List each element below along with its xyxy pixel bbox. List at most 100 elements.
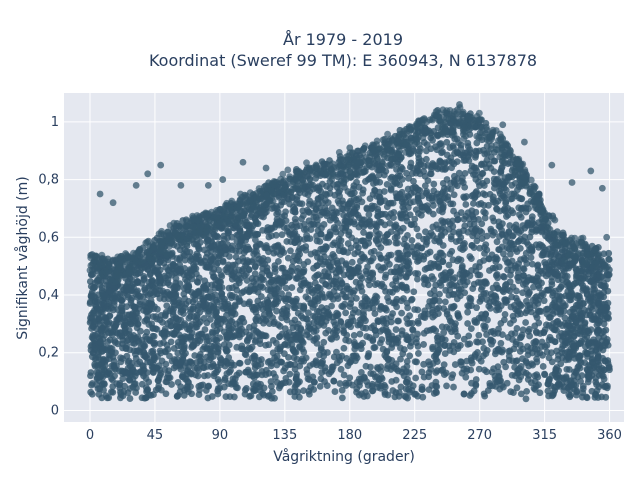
data-point bbox=[385, 213, 392, 221]
data-point bbox=[355, 308, 362, 316]
data-point bbox=[497, 185, 505, 193]
data-point bbox=[478, 295, 485, 303]
data-point bbox=[564, 348, 572, 356]
data-point bbox=[273, 307, 280, 315]
data-point bbox=[466, 294, 474, 302]
data-point bbox=[560, 307, 568, 315]
data-point bbox=[446, 269, 454, 276]
data-point bbox=[174, 349, 182, 357]
data-point bbox=[533, 226, 541, 234]
data-point bbox=[564, 282, 572, 290]
data-point bbox=[88, 380, 96, 387]
data-point bbox=[395, 392, 403, 400]
data-point bbox=[319, 245, 327, 253]
data-point bbox=[197, 290, 205, 297]
data-point bbox=[272, 221, 280, 228]
data-point bbox=[149, 291, 157, 299]
data-point bbox=[98, 366, 106, 374]
data-point bbox=[533, 358, 541, 366]
data-point bbox=[475, 365, 483, 373]
data-point bbox=[321, 204, 329, 212]
data-point bbox=[501, 311, 509, 318]
data-point bbox=[391, 299, 399, 307]
data-point bbox=[486, 382, 494, 390]
data-point bbox=[593, 381, 601, 388]
data-point bbox=[472, 175, 480, 183]
data-point bbox=[390, 363, 398, 371]
data-point bbox=[398, 175, 406, 183]
data-point bbox=[432, 193, 440, 201]
data-point bbox=[533, 371, 541, 379]
data-point bbox=[309, 360, 317, 368]
data-point bbox=[192, 240, 200, 248]
data-point bbox=[573, 387, 581, 395]
data-point bbox=[393, 233, 401, 241]
data-point bbox=[438, 367, 445, 374]
data-point bbox=[451, 322, 458, 330]
data-point bbox=[195, 391, 203, 399]
data-point bbox=[106, 287, 114, 295]
data-point bbox=[402, 247, 410, 254]
data-point bbox=[520, 368, 527, 376]
data-point bbox=[326, 263, 333, 271]
data-point bbox=[257, 276, 264, 284]
data-point bbox=[170, 329, 178, 337]
data-point bbox=[384, 294, 391, 302]
data-point bbox=[469, 232, 477, 240]
data-point bbox=[424, 177, 432, 185]
data-point bbox=[485, 255, 493, 263]
data-point bbox=[424, 281, 432, 289]
data-point bbox=[411, 250, 419, 258]
data-point bbox=[539, 291, 547, 298]
data-point bbox=[579, 282, 587, 289]
data-point bbox=[412, 339, 420, 346]
data-point bbox=[149, 350, 157, 358]
data-point bbox=[536, 389, 544, 397]
data-point bbox=[139, 366, 147, 374]
data-point bbox=[569, 312, 577, 319]
data-point bbox=[569, 342, 577, 350]
data-point bbox=[303, 206, 311, 214]
data-point bbox=[404, 204, 412, 211]
data-point bbox=[303, 366, 311, 373]
data-point bbox=[467, 255, 475, 262]
data-point bbox=[293, 355, 301, 363]
data-point bbox=[226, 317, 234, 325]
data-point bbox=[321, 253, 328, 261]
data-point bbox=[146, 282, 154, 290]
data-point bbox=[296, 286, 304, 294]
data-point bbox=[208, 393, 216, 400]
data-point bbox=[461, 281, 469, 289]
data-point bbox=[433, 383, 441, 391]
data-point bbox=[225, 284, 233, 292]
data-point bbox=[343, 282, 351, 290]
data-point bbox=[156, 340, 164, 348]
data-point bbox=[193, 359, 200, 366]
data-point bbox=[376, 376, 383, 383]
data-point bbox=[114, 340, 122, 348]
data-point bbox=[223, 347, 231, 355]
data-point bbox=[420, 373, 428, 381]
data-point bbox=[353, 385, 361, 393]
data-point bbox=[560, 375, 568, 383]
data-point bbox=[169, 298, 177, 306]
data-point bbox=[353, 196, 360, 204]
data-point bbox=[397, 383, 405, 391]
data-point bbox=[439, 252, 447, 260]
data-point bbox=[318, 293, 326, 301]
data-point bbox=[358, 274, 366, 282]
data-point bbox=[537, 308, 545, 315]
data-point bbox=[331, 239, 338, 247]
data-point bbox=[238, 267, 246, 275]
data-point bbox=[481, 214, 489, 222]
data-point bbox=[303, 235, 311, 242]
data-point bbox=[423, 188, 431, 195]
data-point bbox=[382, 239, 390, 246]
data-point bbox=[174, 378, 182, 386]
data-point bbox=[140, 348, 147, 355]
data-point bbox=[445, 291, 453, 299]
data-point bbox=[363, 205, 371, 213]
data-point bbox=[377, 244, 385, 252]
data-point bbox=[356, 330, 364, 338]
data-point bbox=[398, 214, 406, 222]
